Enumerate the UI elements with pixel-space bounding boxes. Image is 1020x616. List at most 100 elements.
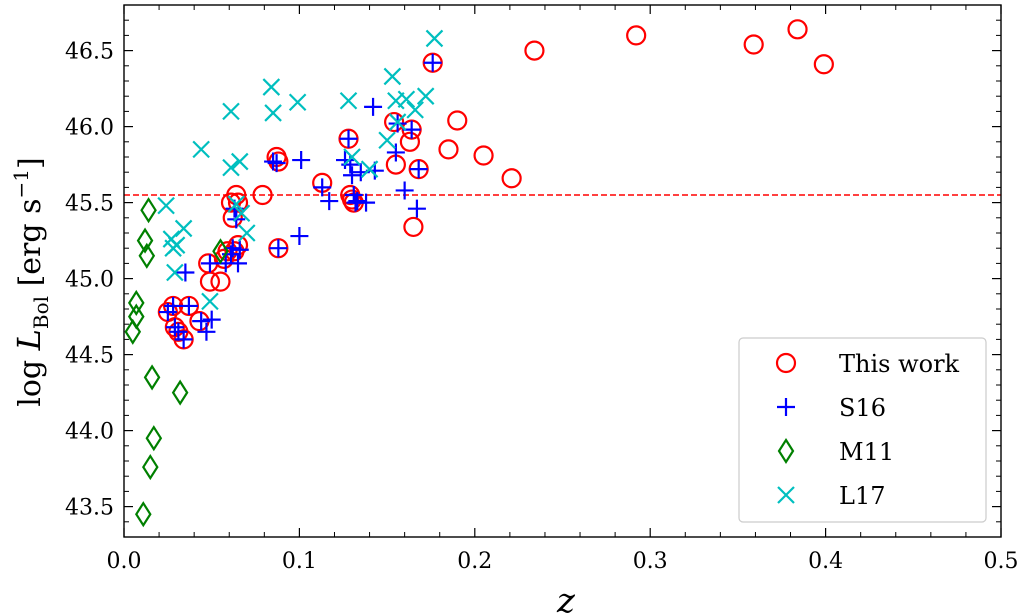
data-point xyxy=(199,271,221,292)
series-m11 xyxy=(124,197,229,528)
data-point xyxy=(386,143,405,162)
data-point xyxy=(626,25,647,46)
legend-plus-icon xyxy=(777,398,795,416)
y-axis-label: log LBol [erg s−1] xyxy=(9,157,53,406)
data-point xyxy=(339,91,358,110)
data-point xyxy=(165,318,184,337)
data-point xyxy=(264,152,283,171)
data-point xyxy=(232,204,251,223)
y-tick-label: 45.0 xyxy=(65,268,114,293)
data-point xyxy=(252,184,273,206)
legend-item: This work xyxy=(775,350,960,378)
data-point xyxy=(343,166,362,185)
data-point xyxy=(201,292,219,311)
data-point xyxy=(357,193,376,212)
data-point xyxy=(407,199,426,218)
data-point xyxy=(292,151,311,170)
data-point xyxy=(222,102,240,121)
legend-label: L17 xyxy=(839,482,885,510)
legend-item: L17 xyxy=(777,482,885,510)
data-point xyxy=(348,192,367,211)
legend-item: S16 xyxy=(777,394,886,422)
legend-circle-icon xyxy=(775,352,797,374)
data-point xyxy=(409,160,428,179)
data-points xyxy=(124,19,834,528)
x-tick-label: 0.1 xyxy=(282,549,317,574)
data-point xyxy=(384,111,405,133)
data-point xyxy=(192,312,211,331)
data-point xyxy=(212,238,229,265)
data-point xyxy=(230,240,249,259)
data-point xyxy=(320,192,339,211)
data-point xyxy=(174,330,193,349)
data-point xyxy=(230,152,249,171)
data-point xyxy=(171,379,189,406)
data-point xyxy=(217,241,238,262)
data-point xyxy=(142,454,159,481)
legend-label: This work xyxy=(839,350,960,378)
x-tick-label: 0.4 xyxy=(808,549,843,574)
data-point xyxy=(166,263,184,282)
y-tick-label: 44.0 xyxy=(65,420,114,445)
data-point xyxy=(288,93,307,112)
data-point xyxy=(364,97,383,116)
data-point xyxy=(227,192,249,213)
x-axis-label: z xyxy=(556,581,576,616)
data-point xyxy=(140,197,157,224)
data-point xyxy=(127,289,145,316)
data-point xyxy=(787,19,808,40)
series-l17 xyxy=(157,29,444,311)
data-point xyxy=(473,145,494,166)
data-point xyxy=(179,296,198,315)
data-point xyxy=(501,168,522,189)
data-point xyxy=(174,219,193,238)
data-point xyxy=(406,101,424,119)
data-point xyxy=(416,87,435,105)
data-point xyxy=(200,254,219,273)
data-point xyxy=(360,160,379,178)
data-point xyxy=(341,189,363,210)
data-point xyxy=(264,104,282,122)
y-tick-label: 44.5 xyxy=(65,344,114,369)
data-point xyxy=(262,78,281,96)
data-point xyxy=(157,196,175,215)
data-point xyxy=(403,216,424,238)
data-point xyxy=(425,29,444,48)
data-point xyxy=(127,303,145,330)
plot-area-frame xyxy=(123,4,1002,538)
data-point xyxy=(378,131,396,150)
data-point xyxy=(524,40,545,61)
legend-box xyxy=(738,337,987,523)
y-tick-label: 46.0 xyxy=(65,116,114,141)
data-point xyxy=(192,140,210,159)
data-point xyxy=(227,195,246,213)
legend: This work S16 M11 L17 xyxy=(738,337,987,523)
data-point xyxy=(438,139,459,160)
data-point xyxy=(395,181,414,200)
data-point xyxy=(743,34,764,55)
series-this-work xyxy=(157,19,834,350)
y-tick-label: 45.5 xyxy=(65,192,114,217)
x-tick-label: 0.2 xyxy=(457,549,492,574)
y-tick-label: 43.5 xyxy=(65,496,114,521)
data-point xyxy=(447,110,468,131)
y-tick-label: 46.5 xyxy=(65,40,114,65)
data-point xyxy=(423,53,442,72)
data-point xyxy=(210,271,231,292)
data-point xyxy=(134,501,152,528)
legend-label: S16 xyxy=(839,394,886,422)
data-point xyxy=(164,296,183,315)
data-point xyxy=(813,54,834,75)
legend-item: M11 xyxy=(777,437,894,466)
data-point xyxy=(143,364,161,391)
data-point xyxy=(343,148,361,166)
data-point xyxy=(339,129,358,148)
data-point xyxy=(383,67,402,86)
legend-diamond-icon xyxy=(777,437,795,465)
data-point xyxy=(388,113,407,131)
data-point xyxy=(136,227,154,254)
data-point xyxy=(267,154,286,173)
legend-cross-icon xyxy=(777,486,795,504)
data-point xyxy=(399,131,421,152)
